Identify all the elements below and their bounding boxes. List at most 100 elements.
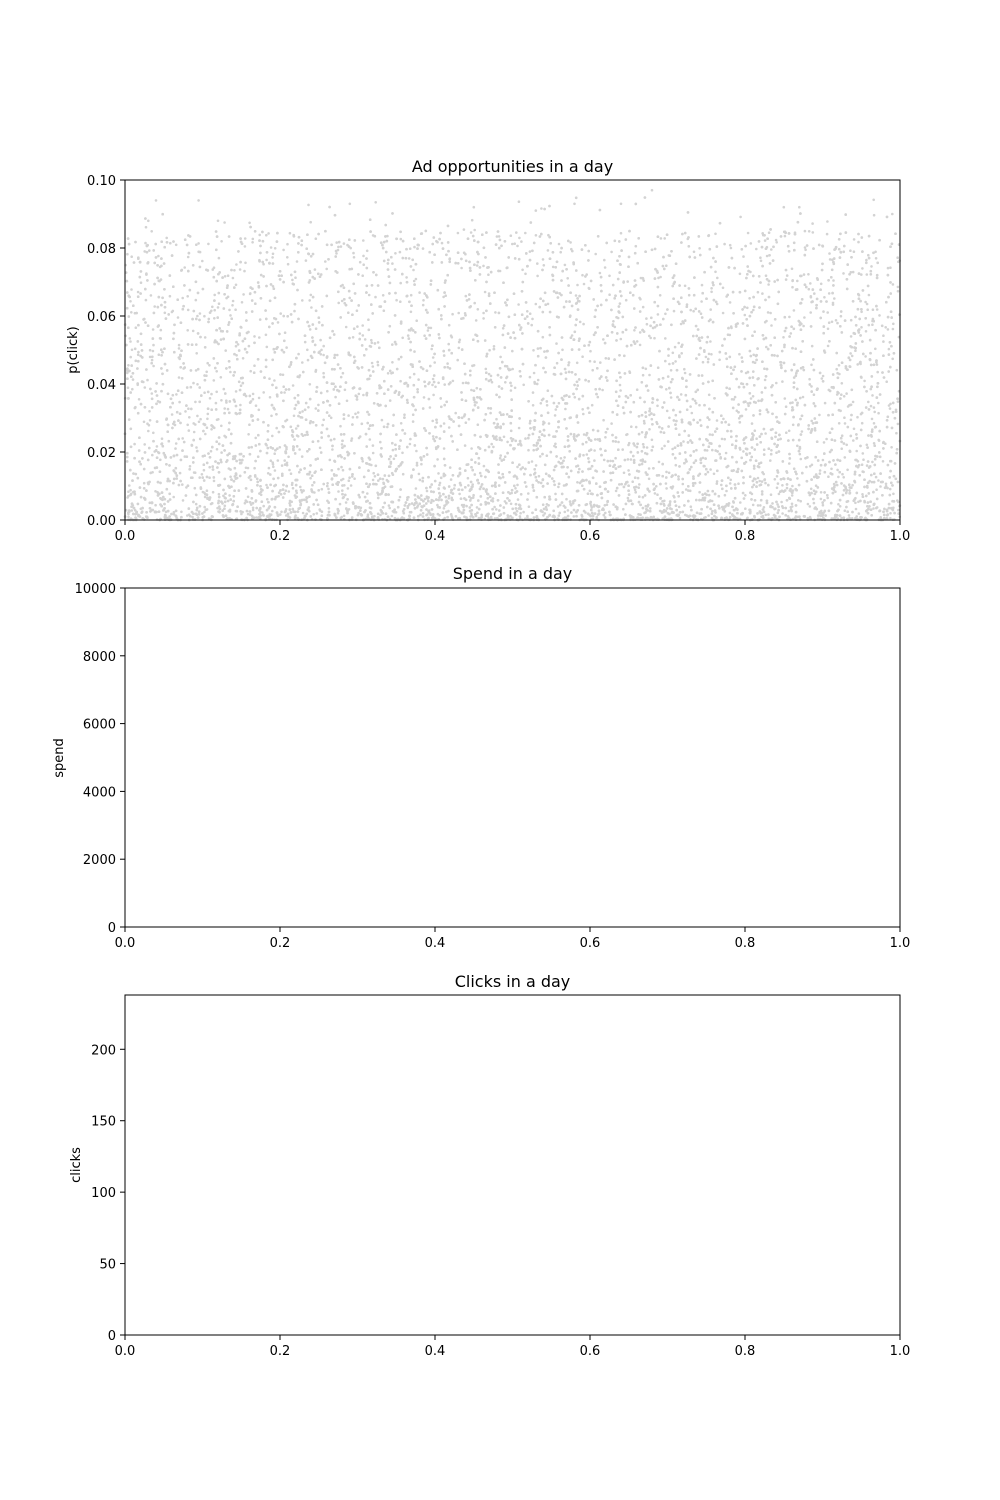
scatter-point [536,347,540,350]
scatter-point [531,317,534,321]
scatter-point [219,338,223,341]
scatter-point [690,411,694,415]
scatter-point [713,492,717,496]
scatter-point [163,311,167,315]
scatter-point [822,310,825,313]
scatter-point [187,429,191,432]
scatter-point [671,351,675,355]
scatter-point [633,488,637,492]
scatter-point [155,445,159,448]
scatter-point [312,513,316,516]
scatter-point [212,479,216,483]
scatter-point [511,242,514,246]
scatter-point [821,458,825,462]
scatter-point [437,381,440,385]
scatter-point [589,349,592,353]
scatter-point [503,500,507,503]
scatter-point [169,241,172,245]
scatter-point [565,497,568,501]
scatter-point [649,507,652,510]
scatter-point [483,290,487,294]
scatter-point [888,487,892,491]
scatter-point [446,362,449,365]
scatter-point [709,340,712,343]
scatter-point [431,383,434,387]
scatter-point [154,503,157,507]
scatter-point [740,356,744,359]
scatter-point [243,269,246,273]
scatter-point [521,268,524,272]
scatter-point [635,340,639,343]
scatter-point [818,472,822,475]
scatter-point [144,298,148,302]
scatter-point [159,458,162,462]
scatter-point [178,471,182,475]
scatter-point [803,229,807,233]
scatter-point [213,293,216,297]
scatter-point [884,482,888,486]
scatter-point [669,369,673,372]
scatter-point [170,413,174,416]
scatter-point [854,349,857,353]
scatter-point [693,399,697,403]
scatter-point [337,301,341,305]
scatter-point [228,494,231,497]
scatter-point [244,261,247,265]
scatter-point [416,390,420,394]
scatter-point [851,400,855,404]
scatter-point [195,352,198,355]
scatter-point [273,469,277,472]
scatter-point [476,423,480,427]
scatter-point [744,507,747,511]
scatter-point [207,242,210,246]
scatter-point [487,273,490,277]
scatter-point [143,443,146,446]
scatter-point [273,247,277,250]
scatter-point [512,475,516,478]
scatter-point [582,433,586,436]
scatter-point [336,353,339,357]
scatter-point [602,418,605,422]
scatter-point [596,395,600,399]
scatter-point [877,479,880,482]
scatter-point [438,514,441,517]
scatter-point [729,478,732,482]
scatter-point [300,455,304,458]
scatter-point [791,484,794,488]
scatter-point [559,250,562,254]
scatter-point [641,516,644,519]
scatter-point [854,507,858,511]
scatter-point [294,427,298,430]
scatter-point [134,326,138,330]
scatter-point [838,505,842,508]
scatter-point [399,237,403,241]
scatter-point [809,282,812,285]
scatter-point [752,370,755,373]
scatter-point [241,357,245,360]
scatter-point [555,361,559,365]
scatter-point [619,337,623,341]
scatter-point [289,472,293,476]
scatter-point [320,510,324,513]
scatter-point [563,456,566,459]
scatter-point [679,322,683,326]
scatter-point [576,481,579,484]
scatter-point [775,486,779,490]
scatter-point [152,343,155,347]
scatter-point [572,515,576,518]
scatter-point [315,512,319,515]
scatter-point [513,386,517,390]
scatter-point [672,494,675,498]
scatter-point [347,479,351,483]
scatter-point [414,277,418,281]
scatter-point [246,466,250,470]
scatter-point [130,348,134,352]
scatter-point [516,498,520,501]
scatter-point [303,433,307,437]
scatter-point [517,200,521,203]
scatter-point [816,514,820,517]
scatter-point [460,503,464,507]
scatter-point [775,451,778,455]
scatter-point [836,321,839,325]
scatter-point [470,388,473,392]
